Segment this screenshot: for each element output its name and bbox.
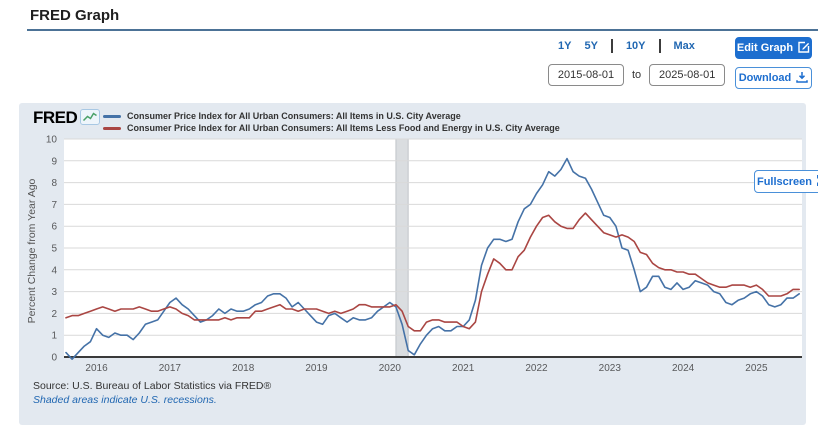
svg-text:2016: 2016 — [85, 363, 108, 374]
source-attribution: Source: U.S. Bureau of Labor Statistics … — [33, 380, 272, 392]
edit-graph-label: Edit Graph — [736, 42, 794, 54]
fullscreen-label: Fullscreen — [756, 175, 813, 188]
range-5y[interactable]: 5Y — [584, 40, 598, 52]
svg-text:2024: 2024 — [672, 363, 695, 374]
legend-label: Consumer Price Index for All Urban Consu… — [127, 111, 461, 121]
legend-item-cpi-all-items: Consumer Price Index for All Urban Consu… — [103, 110, 560, 122]
chart-container: FRED Consumer Price Index for All Urban … — [19, 103, 818, 425]
svg-text:2018: 2018 — [232, 363, 255, 374]
svg-text:2020: 2020 — [379, 363, 402, 374]
range-separator — [658, 39, 661, 53]
edit-graph-button[interactable]: Edit Graph — [735, 37, 812, 59]
legend-swatch-blue — [103, 114, 121, 118]
svg-text:4: 4 — [51, 265, 57, 276]
range-10y[interactable]: 10Y — [625, 40, 646, 52]
legend-label: Consumer Price Index for All Urban Consu… — [127, 123, 560, 133]
chart-plot[interactable]: 0 1 2 3 4 5 6 7 8 9 10 2016 2017 2018 2019 2020 2021 2022… — [19, 103, 806, 425]
page-title: FRED Graph — [30, 7, 120, 24]
svg-text:3: 3 — [51, 287, 57, 298]
download-icon — [796, 71, 809, 86]
recession-note-link[interactable]: Shaded areas indicate U.S. recessions. — [33, 394, 217, 406]
svg-text:8: 8 — [51, 178, 57, 189]
svg-text:2021: 2021 — [452, 363, 475, 374]
svg-text:Percent Change from Year Ago: Percent Change from Year Ago — [26, 178, 38, 323]
fullscreen-button[interactable]: Fullscreen — [754, 170, 818, 193]
svg-text:7: 7 — [51, 200, 57, 211]
download-label: Download — [738, 72, 792, 84]
edit-icon — [798, 41, 810, 56]
date-range-to-label: to — [632, 69, 642, 81]
svg-text:2025: 2025 — [745, 363, 768, 374]
svg-text:0: 0 — [51, 353, 57, 364]
legend-swatch-red — [103, 126, 121, 130]
svg-text:2023: 2023 — [599, 363, 622, 374]
fred-logo-text: FRED — [33, 108, 78, 127]
svg-text:2017: 2017 — [159, 363, 182, 374]
legend-item-cpi-core: Consumer Price Index for All Urban Consu… — [103, 122, 560, 134]
range-separator — [610, 39, 613, 53]
range-1y[interactable]: 1Y — [558, 40, 572, 52]
end-date-input[interactable] — [649, 64, 726, 86]
svg-text:2022: 2022 — [525, 363, 548, 374]
svg-text:9: 9 — [51, 156, 57, 167]
range-selector: 1Y 5Y 10Y Max — [558, 39, 695, 53]
svg-text:2: 2 — [51, 309, 57, 320]
svg-text:1: 1 — [51, 331, 57, 342]
svg-text:10: 10 — [46, 135, 58, 146]
fred-logo: FRED — [33, 108, 101, 130]
range-max[interactable]: Max — [673, 40, 695, 52]
fred-logo-chart-icon — [80, 109, 101, 130]
title-underline — [27, 29, 818, 31]
svg-text:5: 5 — [51, 244, 57, 255]
svg-text:6: 6 — [51, 222, 57, 233]
chart-legend: Consumer Price Index for All Urban Consu… — [103, 110, 560, 134]
start-date-input[interactable] — [548, 64, 624, 86]
download-button[interactable]: Download — [735, 67, 812, 89]
date-range-controls: to — [548, 64, 726, 86]
svg-text:2019: 2019 — [305, 363, 328, 374]
